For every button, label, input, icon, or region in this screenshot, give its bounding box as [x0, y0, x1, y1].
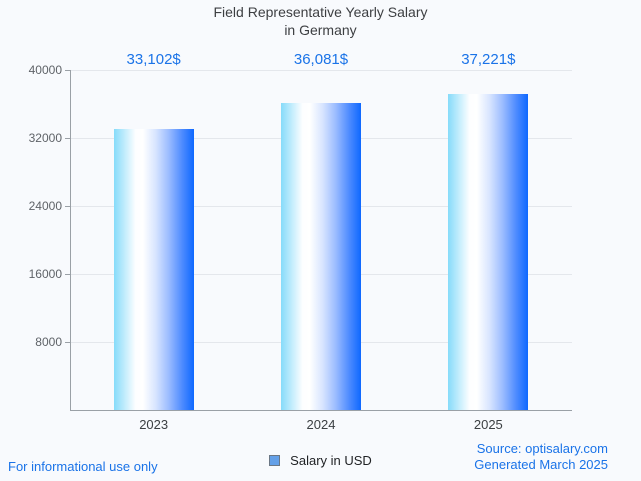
legend: Salary in USD [0, 453, 641, 468]
y-axis-tick-label: 32000 [28, 131, 62, 145]
y-axis-tick-label: 16000 [28, 267, 62, 281]
source-line2: Generated March 2025 [474, 457, 608, 472]
bar-value-label: 33,102$ [126, 51, 181, 68]
gridline [70, 70, 572, 71]
y-axis-tick-label: 8000 [35, 335, 62, 349]
bar-2025 [448, 93, 529, 410]
legend-label: Salary in USD [290, 453, 372, 468]
source-line1: Source: optisalary.com [476, 441, 608, 456]
y-axis-tick-label: 24000 [28, 199, 62, 213]
y-axis-line [70, 70, 71, 410]
x-axis-tick-label: 2023 [139, 417, 169, 432]
bar-2023 [113, 128, 194, 410]
x-axis-tick-label: 2025 [473, 417, 503, 432]
disclaimer-text: For informational use only [8, 459, 158, 474]
bar-value-label: 36,081$ [293, 51, 349, 68]
y-axis-tick [65, 70, 70, 71]
y-axis-tick [65, 206, 70, 207]
bar-value-label: 37,221$ [461, 51, 516, 68]
bar-2024 [281, 103, 361, 410]
chart-title-line1: Field Representative Yearly Salary [213, 4, 428, 20]
y-axis-tick [65, 274, 70, 275]
legend-swatch-icon [269, 455, 281, 466]
x-axis-tick-label: 2024 [306, 417, 336, 432]
y-axis-tick-label: 40000 [28, 63, 62, 77]
chart-title-line2: in Germany [284, 22, 357, 38]
y-axis-tick [65, 342, 70, 343]
x-axis-line [70, 410, 572, 411]
source-attribution: Source: optisalary.com Generated March 2… [474, 441, 608, 473]
chart-title: Field Representative Yearly Salary in Ge… [0, 3, 641, 39]
y-axis-tick [65, 138, 70, 139]
